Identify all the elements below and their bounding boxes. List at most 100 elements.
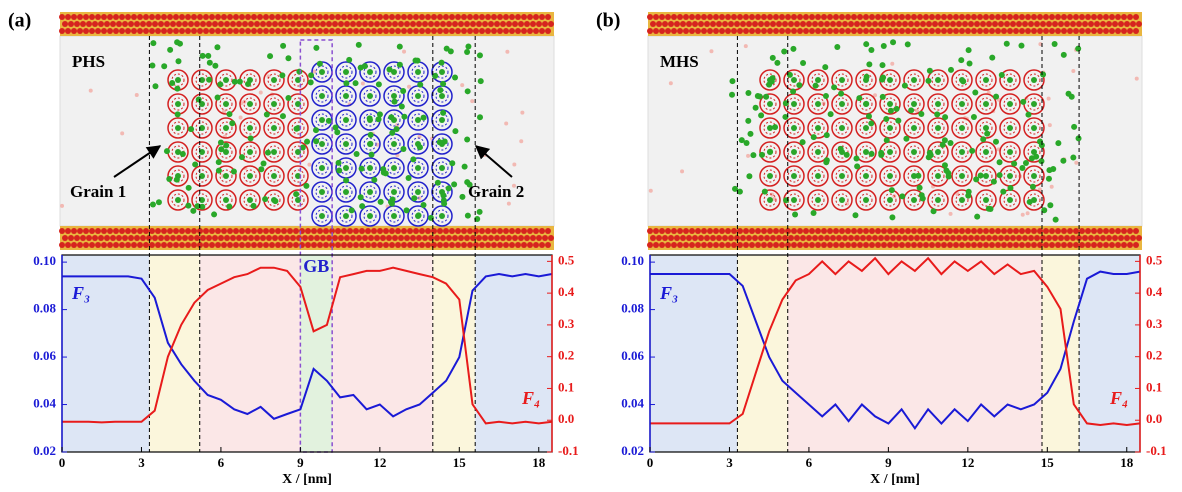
layer-atom (1007, 14, 1013, 20)
layer-atom (809, 28, 815, 34)
guest-molecule (791, 197, 797, 203)
layer-atom (725, 242, 731, 248)
layer-atom (353, 28, 359, 34)
methane (285, 94, 292, 101)
layer-atom (1013, 14, 1019, 20)
layer-atom (416, 235, 422, 241)
methane (796, 82, 803, 89)
ion (1025, 211, 1030, 216)
guest-molecule (791, 125, 797, 131)
ion (1049, 184, 1054, 189)
layer-atom (689, 242, 695, 248)
layer-atom (671, 242, 677, 248)
methane (863, 41, 870, 48)
layer-atom (992, 21, 998, 27)
layer-atom (929, 28, 935, 34)
methane (837, 145, 844, 152)
methane (901, 82, 908, 89)
hydrate-cage (951, 189, 973, 211)
layer-atom (281, 228, 287, 234)
layer-atom (479, 228, 485, 234)
hydrate-cage (903, 69, 925, 91)
methane (367, 140, 374, 147)
layer-atom (974, 21, 980, 27)
layer-atom (59, 242, 65, 248)
ion (1071, 69, 1076, 74)
layer-atom (839, 14, 845, 20)
hydrate-cage (411, 89, 425, 103)
layer-atom (347, 228, 353, 234)
layer-atom (311, 228, 317, 234)
methane (325, 117, 332, 124)
methane (192, 161, 199, 168)
layer-atom (770, 21, 776, 27)
sample-label: PHS (72, 52, 105, 71)
hydrate-cage (975, 117, 997, 139)
layer-atom (485, 228, 491, 234)
methane (358, 165, 365, 172)
layer-atom (251, 228, 257, 234)
layer-atom (662, 21, 668, 27)
layer-atom (287, 14, 293, 20)
layer-atom (209, 228, 215, 234)
layer-atom (170, 21, 176, 27)
methane (947, 140, 954, 147)
hydrate-cage (763, 193, 777, 207)
layer-atom (941, 28, 947, 34)
methane (941, 137, 948, 144)
layer-atom (794, 235, 800, 241)
region (300, 255, 333, 452)
layer-atom (923, 28, 929, 34)
ion (512, 162, 517, 167)
layer-atom (95, 28, 101, 34)
layer-atom (191, 228, 197, 234)
layer-atom (155, 242, 161, 248)
layer-atom (1097, 242, 1103, 248)
layer-atom (821, 242, 827, 248)
hydrate-cage (387, 65, 401, 79)
layer-atom (515, 242, 521, 248)
layer-atom (182, 21, 188, 27)
methane (942, 114, 949, 121)
layer-atom (719, 14, 725, 20)
layer-atom (1079, 228, 1085, 234)
hydrate-cage (291, 145, 305, 159)
methane (1051, 41, 1058, 48)
ion (680, 169, 685, 174)
y2-tick-label: 0.3 (558, 316, 575, 331)
x-tick-label: 3 (138, 455, 145, 470)
layer-atom (686, 235, 692, 241)
layer-atom (722, 21, 728, 27)
layer-atom (329, 242, 335, 248)
methane (996, 159, 1003, 166)
layer-atom (1118, 235, 1124, 241)
layer-atom (833, 242, 839, 248)
layer-atom (1073, 14, 1079, 20)
guest-molecule (983, 125, 989, 131)
layer-atom (377, 228, 383, 234)
guest-molecule (887, 197, 893, 203)
layer-atom (503, 14, 509, 20)
layer-atom (461, 242, 467, 248)
layer-atom (101, 14, 107, 20)
layer-atom (821, 28, 827, 34)
methane (174, 85, 181, 92)
guest-molecule (1031, 101, 1037, 107)
series-line (62, 272, 553, 420)
hydrate-cage (243, 169, 257, 183)
layer-atom (539, 242, 545, 248)
layer-atom (431, 228, 437, 234)
methane (985, 205, 992, 212)
guest-molecule (887, 77, 893, 83)
methane (285, 55, 292, 62)
ion (505, 49, 510, 54)
methane (388, 200, 395, 207)
layer-atom (1064, 21, 1070, 27)
layer-atom (428, 21, 434, 27)
layer-atom (1085, 14, 1091, 20)
layer-atom (407, 14, 413, 20)
hydrate-cage (263, 93, 285, 115)
ion (743, 44, 748, 49)
layer-atom (161, 242, 167, 248)
layer-atom (677, 242, 683, 248)
